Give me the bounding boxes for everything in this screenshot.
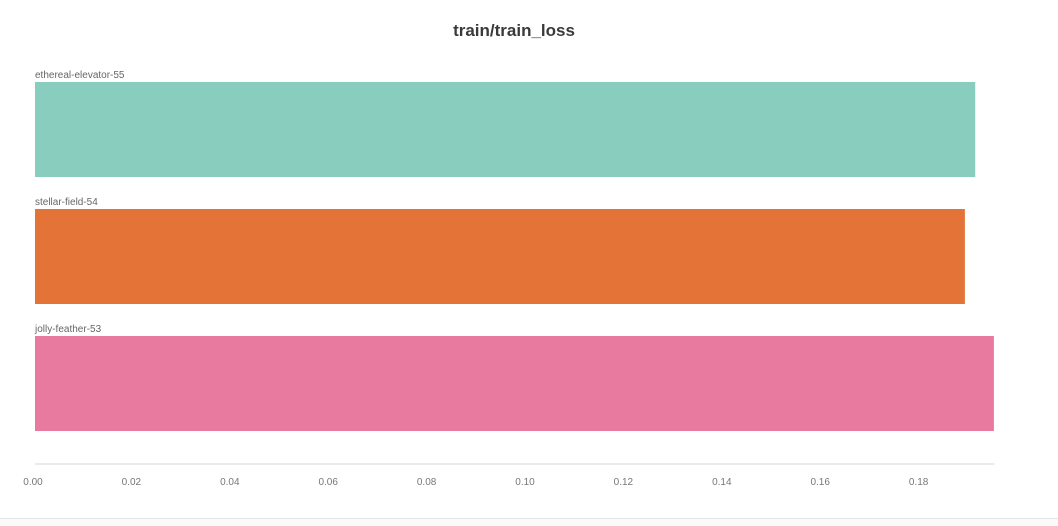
x-tick-label: 0.16 [810, 477, 830, 488]
x-tick-label: 0.06 [318, 477, 338, 488]
x-tick-label: 0.12 [614, 477, 634, 488]
bar-label: ethereal-elevator-55 [35, 70, 125, 81]
bar-label: jolly-feather-53 [34, 324, 102, 335]
x-tick-label: 0.18 [909, 477, 929, 488]
x-tick-label: 0.10 [515, 477, 535, 488]
bar-stellar-field-54 [35, 209, 965, 304]
x-tick-label: 0.00 [23, 477, 43, 488]
bar-ethereal-elevator-55 [35, 82, 976, 177]
bar-jolly-feather-53 [35, 336, 994, 431]
x-tick-label: 0.14 [712, 477, 732, 488]
chart-title: train/train_loss [453, 21, 575, 40]
x-tick-label: 0.02 [122, 477, 142, 488]
x-tick-label: 0.04 [220, 477, 240, 488]
bar-label: stellar-field-54 [35, 197, 98, 208]
panel-bottom-border [0, 518, 1058, 526]
x-tick-label: 0.08 [417, 477, 437, 488]
